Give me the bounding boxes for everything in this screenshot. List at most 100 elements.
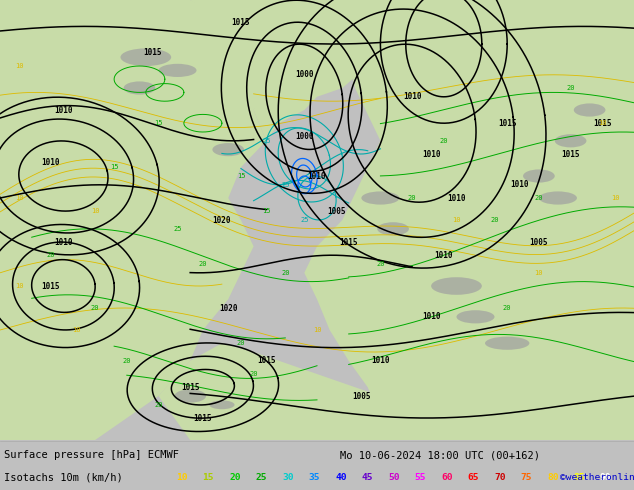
- Text: 1010: 1010: [422, 312, 441, 321]
- Text: 10: 10: [313, 327, 321, 333]
- Text: 1000: 1000: [295, 70, 314, 79]
- Text: ©weatheronline.co.uk: ©weatheronline.co.uk: [560, 472, 634, 482]
- Text: 55: 55: [415, 472, 426, 482]
- Text: 10: 10: [176, 472, 188, 482]
- Text: 1015: 1015: [257, 356, 276, 366]
- Polygon shape: [0, 0, 279, 440]
- Text: 10: 10: [598, 120, 607, 126]
- Text: 1005: 1005: [352, 392, 371, 400]
- Text: 30: 30: [282, 472, 294, 482]
- Ellipse shape: [377, 222, 409, 235]
- Text: 1005: 1005: [327, 207, 346, 216]
- Text: 35: 35: [309, 472, 320, 482]
- Text: 1015: 1015: [41, 282, 60, 291]
- Text: 15: 15: [202, 472, 214, 482]
- Text: 1010: 1010: [447, 194, 466, 202]
- Ellipse shape: [539, 192, 577, 205]
- Ellipse shape: [431, 277, 482, 295]
- Text: 90: 90: [600, 472, 612, 482]
- Text: Isotachs 10m (km/h): Isotachs 10m (km/h): [4, 472, 123, 482]
- Text: 20: 20: [154, 402, 163, 408]
- Text: 1010: 1010: [371, 356, 390, 366]
- Text: Surface pressure [hPa] ECMWF: Surface pressure [hPa] ECMWF: [4, 450, 179, 460]
- Text: 25: 25: [173, 226, 182, 232]
- Text: 1000: 1000: [295, 132, 314, 141]
- Text: 15: 15: [236, 173, 245, 179]
- Text: 45: 45: [361, 472, 373, 482]
- Text: 1015: 1015: [231, 18, 250, 26]
- Text: 1010: 1010: [41, 158, 60, 167]
- Text: 70: 70: [494, 472, 505, 482]
- Text: 85: 85: [574, 472, 585, 482]
- Text: 75: 75: [521, 472, 532, 482]
- Text: 1015: 1015: [181, 383, 200, 392]
- Text: 20: 20: [236, 340, 245, 346]
- Text: 1015: 1015: [561, 149, 580, 158]
- Polygon shape: [158, 343, 431, 440]
- Text: 60: 60: [441, 472, 453, 482]
- Text: 10: 10: [15, 63, 23, 69]
- Text: 1010: 1010: [510, 180, 529, 189]
- Text: 50: 50: [388, 472, 399, 482]
- Text: 10: 10: [534, 270, 543, 276]
- Ellipse shape: [124, 81, 155, 95]
- Text: 20: 20: [408, 195, 417, 201]
- Text: 1010: 1010: [403, 92, 422, 101]
- Text: 20: 20: [122, 358, 131, 364]
- Text: 1015: 1015: [339, 238, 358, 246]
- Polygon shape: [190, 0, 393, 141]
- Text: 65: 65: [467, 472, 479, 482]
- Text: 20: 20: [229, 472, 240, 482]
- Ellipse shape: [456, 310, 495, 323]
- Ellipse shape: [361, 192, 399, 205]
- Text: 1015: 1015: [193, 414, 212, 422]
- Text: 25: 25: [256, 472, 267, 482]
- Text: 20: 20: [91, 305, 100, 311]
- Text: 25: 25: [262, 138, 271, 144]
- Text: 10: 10: [91, 208, 100, 214]
- Text: 80: 80: [547, 472, 559, 482]
- Ellipse shape: [209, 400, 235, 409]
- Text: 1010: 1010: [307, 172, 327, 180]
- Text: 25: 25: [300, 217, 309, 223]
- Text: 20: 20: [249, 371, 258, 377]
- Text: 25: 25: [281, 182, 290, 188]
- Text: 20: 20: [46, 252, 55, 258]
- Text: 15: 15: [262, 208, 271, 214]
- Ellipse shape: [485, 337, 529, 350]
- Text: 20: 20: [281, 270, 290, 276]
- Text: Mo 10-06-2024 18:00 UTC (00+162): Mo 10-06-2024 18:00 UTC (00+162): [340, 450, 540, 460]
- Text: 20: 20: [534, 195, 543, 201]
- Text: 10: 10: [15, 283, 23, 289]
- Text: 1010: 1010: [54, 105, 73, 115]
- Text: 1015: 1015: [143, 49, 162, 57]
- Text: 15: 15: [110, 164, 119, 170]
- Ellipse shape: [120, 49, 171, 66]
- Ellipse shape: [212, 143, 244, 156]
- Text: 20: 20: [490, 217, 499, 223]
- Text: 40: 40: [335, 472, 347, 482]
- Text: 1010: 1010: [434, 251, 453, 260]
- Text: 20: 20: [439, 138, 448, 144]
- Ellipse shape: [174, 390, 206, 403]
- Ellipse shape: [158, 64, 197, 77]
- Text: 1020: 1020: [212, 216, 231, 224]
- Text: 1010: 1010: [422, 149, 441, 158]
- Ellipse shape: [555, 134, 586, 147]
- Text: 10: 10: [611, 195, 619, 201]
- Text: 15: 15: [154, 120, 163, 126]
- Text: 20: 20: [198, 261, 207, 267]
- Text: 10: 10: [15, 195, 23, 201]
- Text: 1020: 1020: [219, 303, 238, 313]
- Ellipse shape: [523, 170, 555, 183]
- Text: 1015: 1015: [593, 119, 612, 128]
- Text: 10: 10: [72, 327, 81, 333]
- Text: 1010: 1010: [54, 238, 73, 246]
- Text: 20: 20: [566, 85, 575, 91]
- Text: 1015: 1015: [498, 119, 517, 128]
- Ellipse shape: [574, 103, 605, 117]
- Polygon shape: [304, 0, 634, 440]
- Text: 1005: 1005: [529, 238, 548, 246]
- Text: 10: 10: [452, 217, 461, 223]
- Text: 20: 20: [376, 261, 385, 267]
